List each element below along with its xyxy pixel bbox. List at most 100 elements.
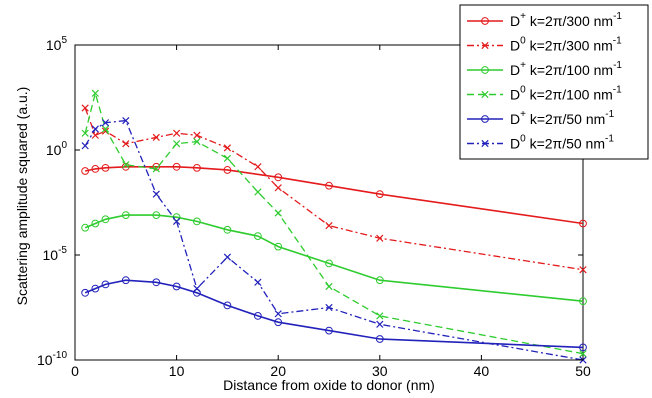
- legend-label-tail: -1: [613, 36, 622, 47]
- series-3: [81, 89, 587, 358]
- data-point: [375, 276, 384, 285]
- data-point: [122, 161, 130, 169]
- data-point: [172, 217, 181, 226]
- x-tick-label: 20: [270, 363, 286, 379]
- data-point: [325, 259, 333, 268]
- legend-item-4: D+ k=2π/50 nm-1: [467, 109, 615, 127]
- data-point: [223, 166, 232, 174]
- data-point: [325, 303, 333, 312]
- y-tick-base: 10: [46, 37, 62, 53]
- series-layer: [81, 89, 587, 364]
- legend-marker: [481, 90, 489, 99]
- data-point: [579, 350, 587, 358]
- data-point: [81, 288, 90, 297]
- data-point: [91, 165, 100, 173]
- legend-marker: [481, 41, 489, 50]
- data-point: [223, 253, 232, 261]
- data-point: [325, 326, 333, 335]
- data-point: [91, 219, 100, 228]
- legend-label-sym: D: [510, 13, 520, 29]
- legend-label: D+ k=2π/100 nm-1: [510, 60, 622, 78]
- y-axis-title: Scattering amplitude squared (a.u.): [14, 87, 30, 306]
- series-line-4: [84, 279, 584, 349]
- legend-marker: [481, 139, 489, 148]
- data-point: [81, 167, 90, 175]
- data-point: [223, 225, 232, 234]
- data-point: [91, 131, 99, 139]
- data-point: [223, 301, 232, 310]
- legend-label-mid: k=2π/50 nm: [526, 136, 605, 152]
- series-2: [81, 211, 587, 306]
- y-tick-exponent: -5: [58, 245, 67, 256]
- data-point: [152, 278, 161, 287]
- data-point: [223, 144, 232, 152]
- data-point: [121, 162, 130, 171]
- data-point: [579, 343, 587, 352]
- legend-label-sym: D: [510, 111, 520, 127]
- legend-label: D0 k=2π/300 nm-1: [510, 36, 622, 54]
- legend-item-3: D0 k=2π/100 nm-1: [467, 85, 622, 103]
- data-point: [274, 318, 283, 327]
- data-point: [81, 142, 89, 150]
- data-point: [91, 89, 99, 97]
- y-tick-label: 100: [46, 140, 68, 158]
- data-point: [121, 276, 130, 285]
- legend-label-mid: k=2π/300 nm: [526, 13, 613, 29]
- data-point: [253, 312, 262, 320]
- data-point: [274, 242, 283, 251]
- data-point: [376, 234, 384, 242]
- y-tick-exponent: 0: [61, 140, 67, 151]
- data-point: [376, 312, 384, 320]
- data-point: [81, 129, 89, 137]
- legend-label-sym: D: [510, 87, 520, 103]
- data-point: [152, 211, 161, 220]
- data-point: [376, 320, 384, 328]
- data-point: [152, 190, 160, 198]
- data-point: [81, 104, 89, 112]
- legend-marker: [481, 66, 489, 74]
- legend-label-tail: -1: [605, 109, 614, 120]
- legend-box: [459, 4, 649, 160]
- series-line-2: [84, 214, 584, 302]
- data-point: [101, 125, 110, 133]
- data-point: [122, 140, 130, 148]
- legend-marker: [481, 17, 489, 25]
- data-point: [101, 215, 110, 224]
- legend-label-sup: 0: [520, 36, 526, 47]
- data-point: [91, 125, 99, 133]
- y-tick-base: 10: [37, 352, 53, 368]
- data-point: [325, 221, 333, 230]
- data-point: [579, 266, 587, 274]
- y-tick-exponent: 5: [61, 35, 67, 46]
- legend-label-sym: D: [510, 38, 520, 54]
- legend-item-2: D+ k=2π/100 nm-1: [467, 60, 622, 78]
- data-point: [193, 163, 201, 172]
- data-point: [193, 131, 201, 139]
- legend-label-tail: -1: [605, 134, 614, 145]
- data-point: [579, 219, 587, 228]
- x-tick-label: 10: [169, 363, 185, 379]
- legend-label-tail: -1: [613, 11, 622, 22]
- series-5: [81, 116, 587, 364]
- y-tick-base: 10: [46, 142, 62, 158]
- y-tick-label: 10-10: [37, 350, 67, 368]
- legend-label-mid: k=2π/100 nm: [526, 87, 613, 103]
- legend-label-sup: 0: [520, 85, 526, 96]
- data-point: [152, 133, 160, 142]
- data-point: [193, 137, 201, 146]
- data-point: [101, 119, 110, 127]
- legend-label: D+ k=2π/50 nm-1: [510, 109, 615, 127]
- legend-label-mid: k=2π/100 nm: [526, 62, 613, 78]
- x-axis-title: Distance from oxide to donor (nm): [223, 377, 435, 393]
- legend-item-0: D+ k=2π/300 nm-1: [467, 11, 622, 29]
- data-point: [101, 163, 110, 172]
- data-point: [172, 162, 181, 171]
- data-point: [375, 190, 384, 199]
- series-0: [81, 162, 587, 228]
- data-point: [122, 116, 130, 125]
- legend-item-5: D0 k=2π/50 nm-1: [467, 134, 614, 152]
- x-tick-label: 40: [474, 363, 490, 379]
- legend-label-mid: k=2π/300 nm: [526, 38, 613, 54]
- data-point: [579, 297, 587, 306]
